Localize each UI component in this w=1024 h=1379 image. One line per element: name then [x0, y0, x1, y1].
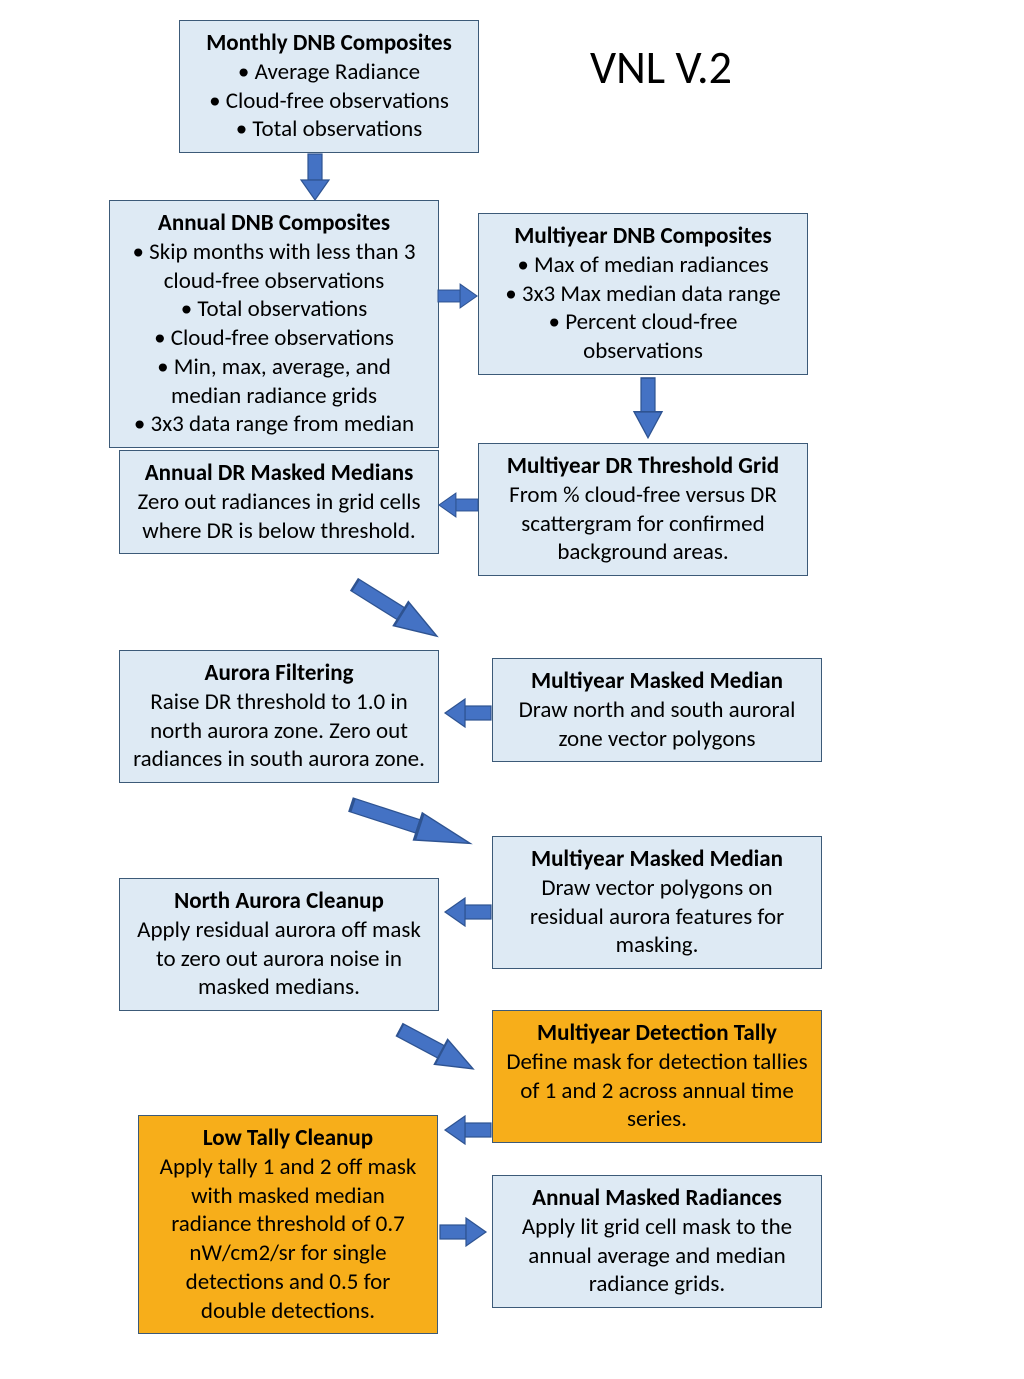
box-low-tally-cleanup: Low Tally Cleanup Apply tally 1 and 2 of…	[138, 1115, 438, 1334]
box-detection-tally: Multiyear Detection Tally Define mask fo…	[492, 1010, 822, 1143]
box-items: Max of median radiances 3x3 Max median d…	[491, 251, 795, 366]
box-title: Aurora Filtering	[132, 659, 426, 688]
box-body: Zero out radiances in grid cells where D…	[132, 488, 426, 546]
box-title: North Aurora Cleanup	[132, 887, 426, 916]
box-monthly: Monthly DNB Composites Average Radiance …	[179, 20, 479, 153]
box-multiyear-masked-median-2: Multiyear Masked Median Draw vector poly…	[492, 836, 822, 969]
box-title: Multiyear Masked Median	[505, 845, 809, 874]
box-annual-composites: Annual DNB Composites Skip months with l…	[109, 200, 439, 448]
box-title: Annual DR Masked Medians	[132, 459, 426, 488]
box-body: Apply tally 1 and 2 off mask with masked…	[151, 1153, 425, 1326]
box-items: Skip months with less than 3 cloud-free …	[122, 238, 426, 439]
box-multiyear-masked-median-1: Multiyear Masked Median Draw north and s…	[492, 658, 822, 762]
box-title: Multiyear DNB Composites	[491, 222, 795, 251]
box-title: Low Tally Cleanup	[151, 1124, 425, 1153]
box-body: Raise DR threshold to 1.0 in north auror…	[132, 688, 426, 774]
box-body: Apply lit grid cell mask to the annual a…	[505, 1213, 809, 1299]
box-multiyear-composites: Multiyear DNB Composites Max of median r…	[478, 213, 808, 375]
box-title: Monthly DNB Composites	[192, 29, 466, 58]
box-title: Multiyear DR Threshold Grid	[491, 452, 795, 481]
box-items: Average Radiance Cloud-free observations…	[192, 58, 466, 144]
box-body: Define mask for detection tallies of 1 a…	[505, 1048, 809, 1134]
box-title: Multiyear Masked Median	[505, 667, 809, 696]
box-body: Apply residual aurora off mask to zero o…	[132, 916, 426, 1002]
box-title: Annual Masked Radiances	[505, 1184, 809, 1213]
box-multiyear-dr-threshold: Multiyear DR Threshold Grid From % cloud…	[478, 443, 808, 576]
box-aurora-filtering: Aurora Filtering Raise DR threshold to 1…	[119, 650, 439, 783]
box-annual-masked-radiances: Annual Masked Radiances Apply lit grid c…	[492, 1175, 822, 1308]
box-annual-dr-masked: Annual DR Masked Medians Zero out radian…	[119, 450, 439, 554]
page-title: VNL V.2	[590, 40, 732, 96]
box-body: From % cloud-free versus DR scattergram …	[491, 481, 795, 567]
box-north-aurora-cleanup: North Aurora Cleanup Apply residual auro…	[119, 878, 439, 1011]
box-body: Draw vector polygons on residual aurora …	[505, 874, 809, 960]
box-body: Draw north and south auroral zone vector…	[505, 696, 809, 754]
box-title: Multiyear Detection Tally	[505, 1019, 809, 1048]
box-title: Annual DNB Composites	[122, 209, 426, 238]
